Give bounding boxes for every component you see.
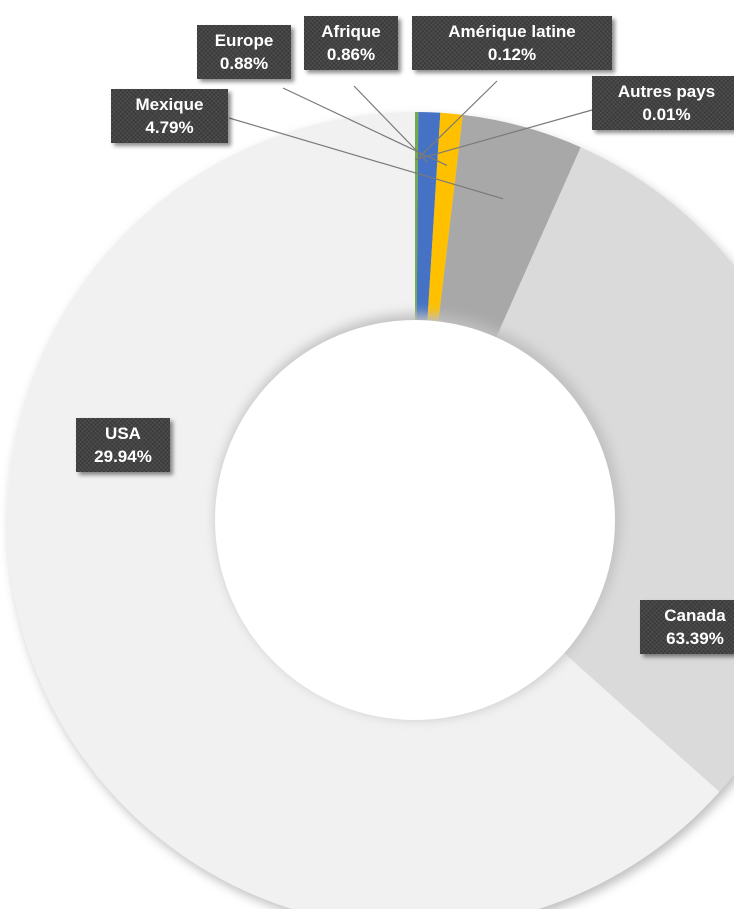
data-label-category: Afrique — [321, 22, 381, 41]
leader-line-autres-pays — [414, 109, 593, 161]
data-label-mexique: Mexique 4.79% — [111, 89, 228, 143]
data-label-percent: 0.88% — [219, 54, 269, 73]
leader-line-afrique — [353, 85, 429, 163]
leader-line-europe — [282, 87, 448, 166]
slice-amerique-latine — [415, 112, 419, 321]
data-label-category: Autres pays — [617, 82, 716, 101]
data-label-category: Europe — [214, 31, 274, 50]
data-label-afrique: Afrique 0.86% — [304, 16, 398, 70]
data-label-percent: 0.86% — [326, 45, 376, 64]
data-label-category: USA — [105, 424, 141, 443]
data-label-percent: 0.01% — [642, 105, 691, 124]
data-label-usa: USA 29.94% — [76, 418, 170, 472]
data-label-canada: Canada 63.39% — [640, 600, 734, 654]
data-label-amerique-latine: Amérique latine 0.12% — [412, 16, 612, 70]
data-label-percent: 0.12% — [487, 45, 537, 64]
data-label-category: Amérique latine — [448, 22, 576, 41]
slice-europe — [427, 112, 463, 322]
data-label-percent: 29.94% — [94, 447, 152, 466]
data-label-percent: 63.39% — [666, 629, 724, 648]
leader-line-mexique — [228, 117, 504, 200]
slice-mexique — [438, 114, 581, 338]
data-label-autres-pays: Autres pays 0.01% — [592, 76, 734, 130]
doughnut-hole — [215, 320, 615, 720]
data-label-europe: Europe 0.88% — [197, 25, 291, 79]
data-label-category: Mexique — [135, 95, 204, 114]
data-label-category: Canada — [664, 606, 726, 625]
leader-line-amerique-latine — [416, 80, 498, 161]
slice-afrique — [416, 112, 441, 321]
data-label-percent: 4.79% — [145, 118, 194, 137]
slice-canada — [7, 112, 720, 909]
